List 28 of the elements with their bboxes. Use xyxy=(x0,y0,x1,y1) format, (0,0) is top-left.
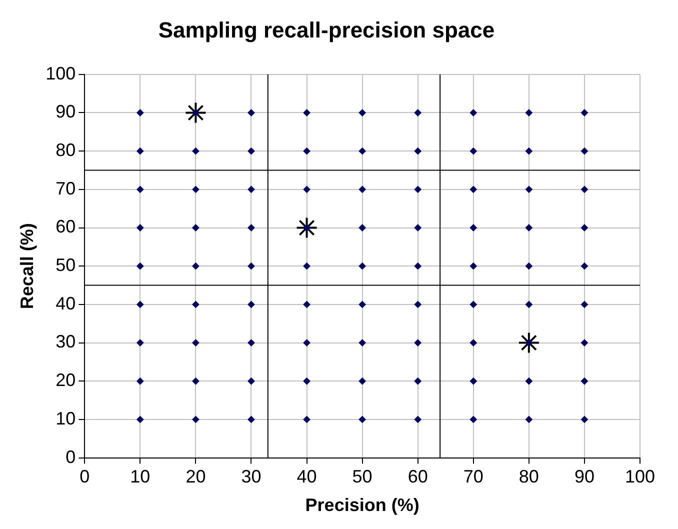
point xyxy=(296,216,318,239)
x-tick-label: 90 xyxy=(574,466,594,487)
y-tick-label: 20 xyxy=(56,370,76,390)
x-tick-label: 100 xyxy=(624,466,656,487)
x-tick-label: 40 xyxy=(296,466,317,487)
y-tick-label: 10 xyxy=(56,408,76,428)
x-tick-label: 60 xyxy=(408,466,428,487)
y-tick-label: 50 xyxy=(56,255,76,276)
x-tick-label: 50 xyxy=(352,466,372,487)
y-tick-label: 40 xyxy=(56,293,76,314)
x-tick-label: 70 xyxy=(463,466,484,487)
point xyxy=(518,332,540,354)
x-tick-label: 30 xyxy=(241,466,262,487)
y-tick-label: 60 xyxy=(56,216,76,237)
y-tick-label: 70 xyxy=(56,178,76,198)
chart-title: Sampling recall-precision space xyxy=(158,17,495,42)
point xyxy=(184,102,207,124)
x-axis-title: Precision (%) xyxy=(305,495,420,516)
y-tick-label: 90 xyxy=(56,102,76,122)
y-tick-label: 30 xyxy=(56,332,76,352)
y-tick-label: 100 xyxy=(46,63,76,84)
x-tick-label: 0 xyxy=(80,466,90,487)
x-tick-label: 80 xyxy=(518,466,539,487)
y-tick-label: 80 xyxy=(56,140,76,160)
x-tick-label: 10 xyxy=(130,466,150,487)
x-tick-label: 20 xyxy=(186,466,206,487)
y-axis-title: Recall (%) xyxy=(16,223,37,310)
y-tick-label: 0 xyxy=(66,446,76,467)
